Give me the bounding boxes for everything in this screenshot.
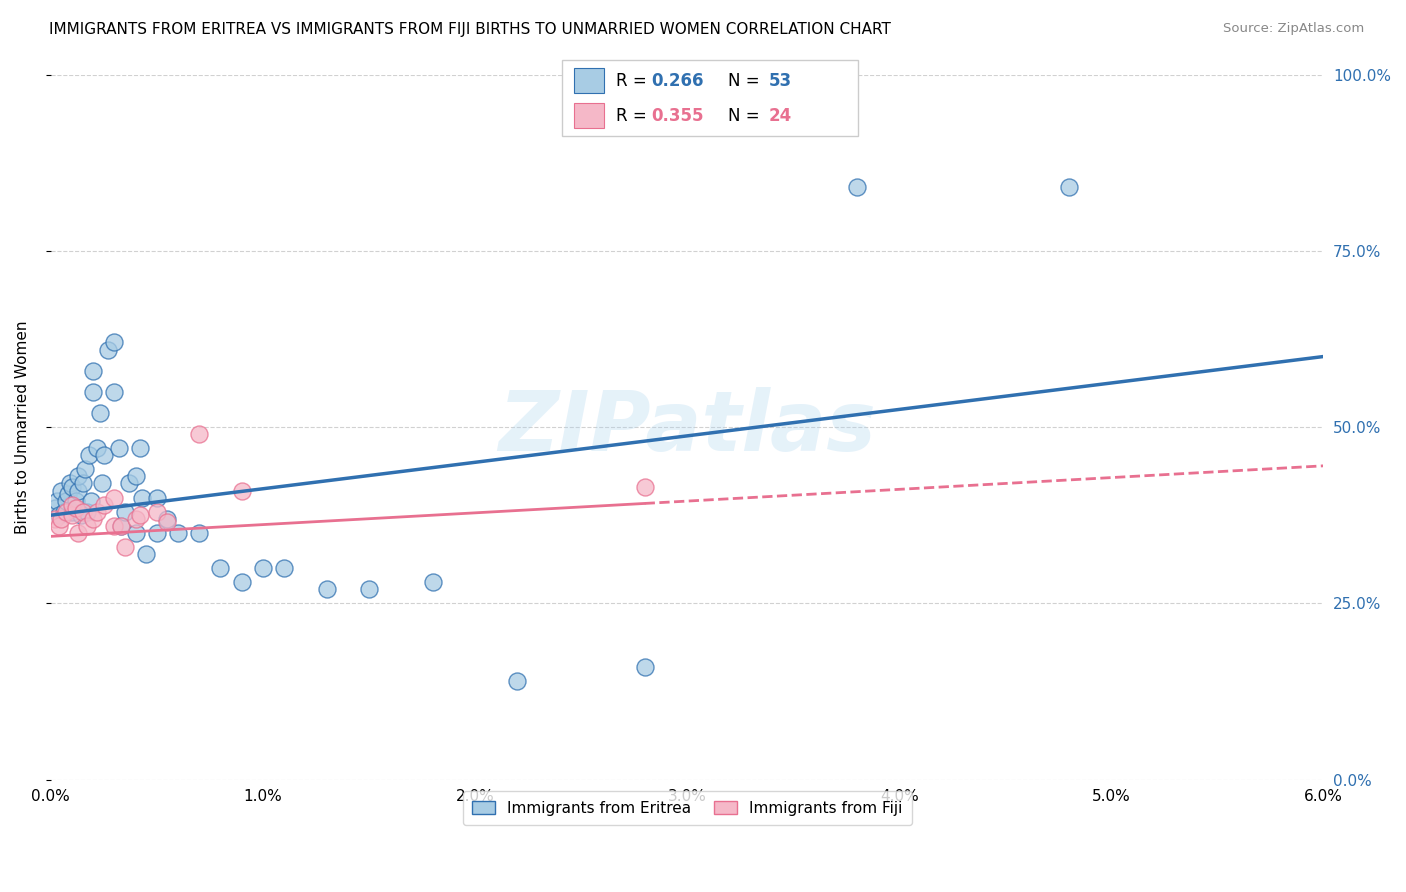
- Point: [124, 525, 146, 540]
- Point: [315, 582, 337, 597]
- Point: [231, 575, 253, 590]
- Point: [156, 515, 179, 529]
- Point: [231, 483, 253, 498]
- Point: [273, 561, 295, 575]
- Point: [146, 505, 169, 519]
- Text: N =: N =: [728, 107, 765, 125]
- Point: [46, 494, 69, 508]
- Point: [59, 476, 82, 491]
- Point: [55, 494, 77, 508]
- Point: [146, 525, 169, 540]
- FancyBboxPatch shape: [562, 60, 858, 136]
- Point: [118, 476, 141, 491]
- Point: [110, 518, 132, 533]
- Point: [86, 441, 108, 455]
- Point: [633, 660, 655, 674]
- Text: Source: ZipAtlas.com: Source: ZipAtlas.com: [1223, 22, 1364, 36]
- Text: R =: R =: [616, 72, 651, 90]
- Point: [65, 501, 87, 516]
- Point: [131, 491, 153, 505]
- Point: [93, 498, 115, 512]
- Point: [124, 469, 146, 483]
- Point: [167, 525, 190, 540]
- Point: [103, 335, 125, 350]
- Point: [55, 505, 77, 519]
- Point: [110, 518, 132, 533]
- Text: N =: N =: [728, 72, 765, 90]
- Point: [188, 525, 211, 540]
- Point: [633, 480, 655, 494]
- Point: [77, 448, 100, 462]
- Point: [1057, 180, 1080, 194]
- Point: [69, 508, 91, 523]
- Text: 53: 53: [769, 72, 792, 90]
- Point: [845, 180, 868, 194]
- Point: [56, 487, 79, 501]
- Point: [114, 505, 136, 519]
- Text: 0.266: 0.266: [651, 72, 703, 90]
- Point: [156, 512, 179, 526]
- Point: [82, 512, 104, 526]
- Point: [76, 518, 98, 533]
- Point: [97, 343, 120, 357]
- Text: R =: R =: [616, 107, 651, 125]
- Point: [60, 480, 83, 494]
- Point: [44, 501, 66, 516]
- Point: [86, 505, 108, 519]
- Point: [72, 505, 94, 519]
- Text: ZIPatlas: ZIPatlas: [498, 386, 876, 467]
- Point: [103, 518, 125, 533]
- Text: 24: 24: [769, 107, 793, 125]
- Point: [82, 364, 104, 378]
- Y-axis label: Births to Unmarried Women: Births to Unmarried Women: [15, 320, 30, 533]
- Bar: [574, 103, 603, 128]
- Point: [48, 508, 70, 523]
- Point: [60, 498, 83, 512]
- Point: [357, 582, 380, 597]
- Point: [73, 462, 96, 476]
- Point: [103, 491, 125, 505]
- Point: [67, 469, 90, 483]
- Point: [103, 384, 125, 399]
- Point: [44, 512, 66, 526]
- Point: [114, 540, 136, 554]
- Point: [129, 508, 152, 523]
- Point: [252, 561, 274, 575]
- Point: [60, 508, 83, 523]
- Bar: [574, 68, 603, 93]
- Point: [60, 505, 83, 519]
- Point: [506, 673, 529, 688]
- Text: 0.355: 0.355: [651, 107, 703, 125]
- Point: [67, 483, 90, 498]
- Point: [129, 441, 152, 455]
- Point: [107, 441, 129, 455]
- Point: [80, 494, 103, 508]
- Text: IMMIGRANTS FROM ERITREA VS IMMIGRANTS FROM FIJI BIRTHS TO UNMARRIED WOMEN CORREL: IMMIGRANTS FROM ERITREA VS IMMIGRANTS FR…: [49, 22, 891, 37]
- Point: [422, 575, 444, 590]
- Point: [93, 448, 115, 462]
- Point: [188, 427, 211, 442]
- Point: [51, 512, 73, 526]
- Point: [51, 483, 73, 498]
- Point: [52, 505, 75, 519]
- Point: [76, 505, 98, 519]
- Point: [124, 512, 146, 526]
- Point: [72, 476, 94, 491]
- Point: [82, 384, 104, 399]
- Point: [209, 561, 232, 575]
- Point: [67, 525, 90, 540]
- Legend: Immigrants from Eritrea, Immigrants from Fiji: Immigrants from Eritrea, Immigrants from…: [463, 791, 911, 825]
- Point: [89, 406, 111, 420]
- Point: [90, 476, 112, 491]
- Point: [65, 494, 87, 508]
- Point: [146, 491, 169, 505]
- Point: [48, 518, 70, 533]
- Point: [135, 547, 157, 561]
